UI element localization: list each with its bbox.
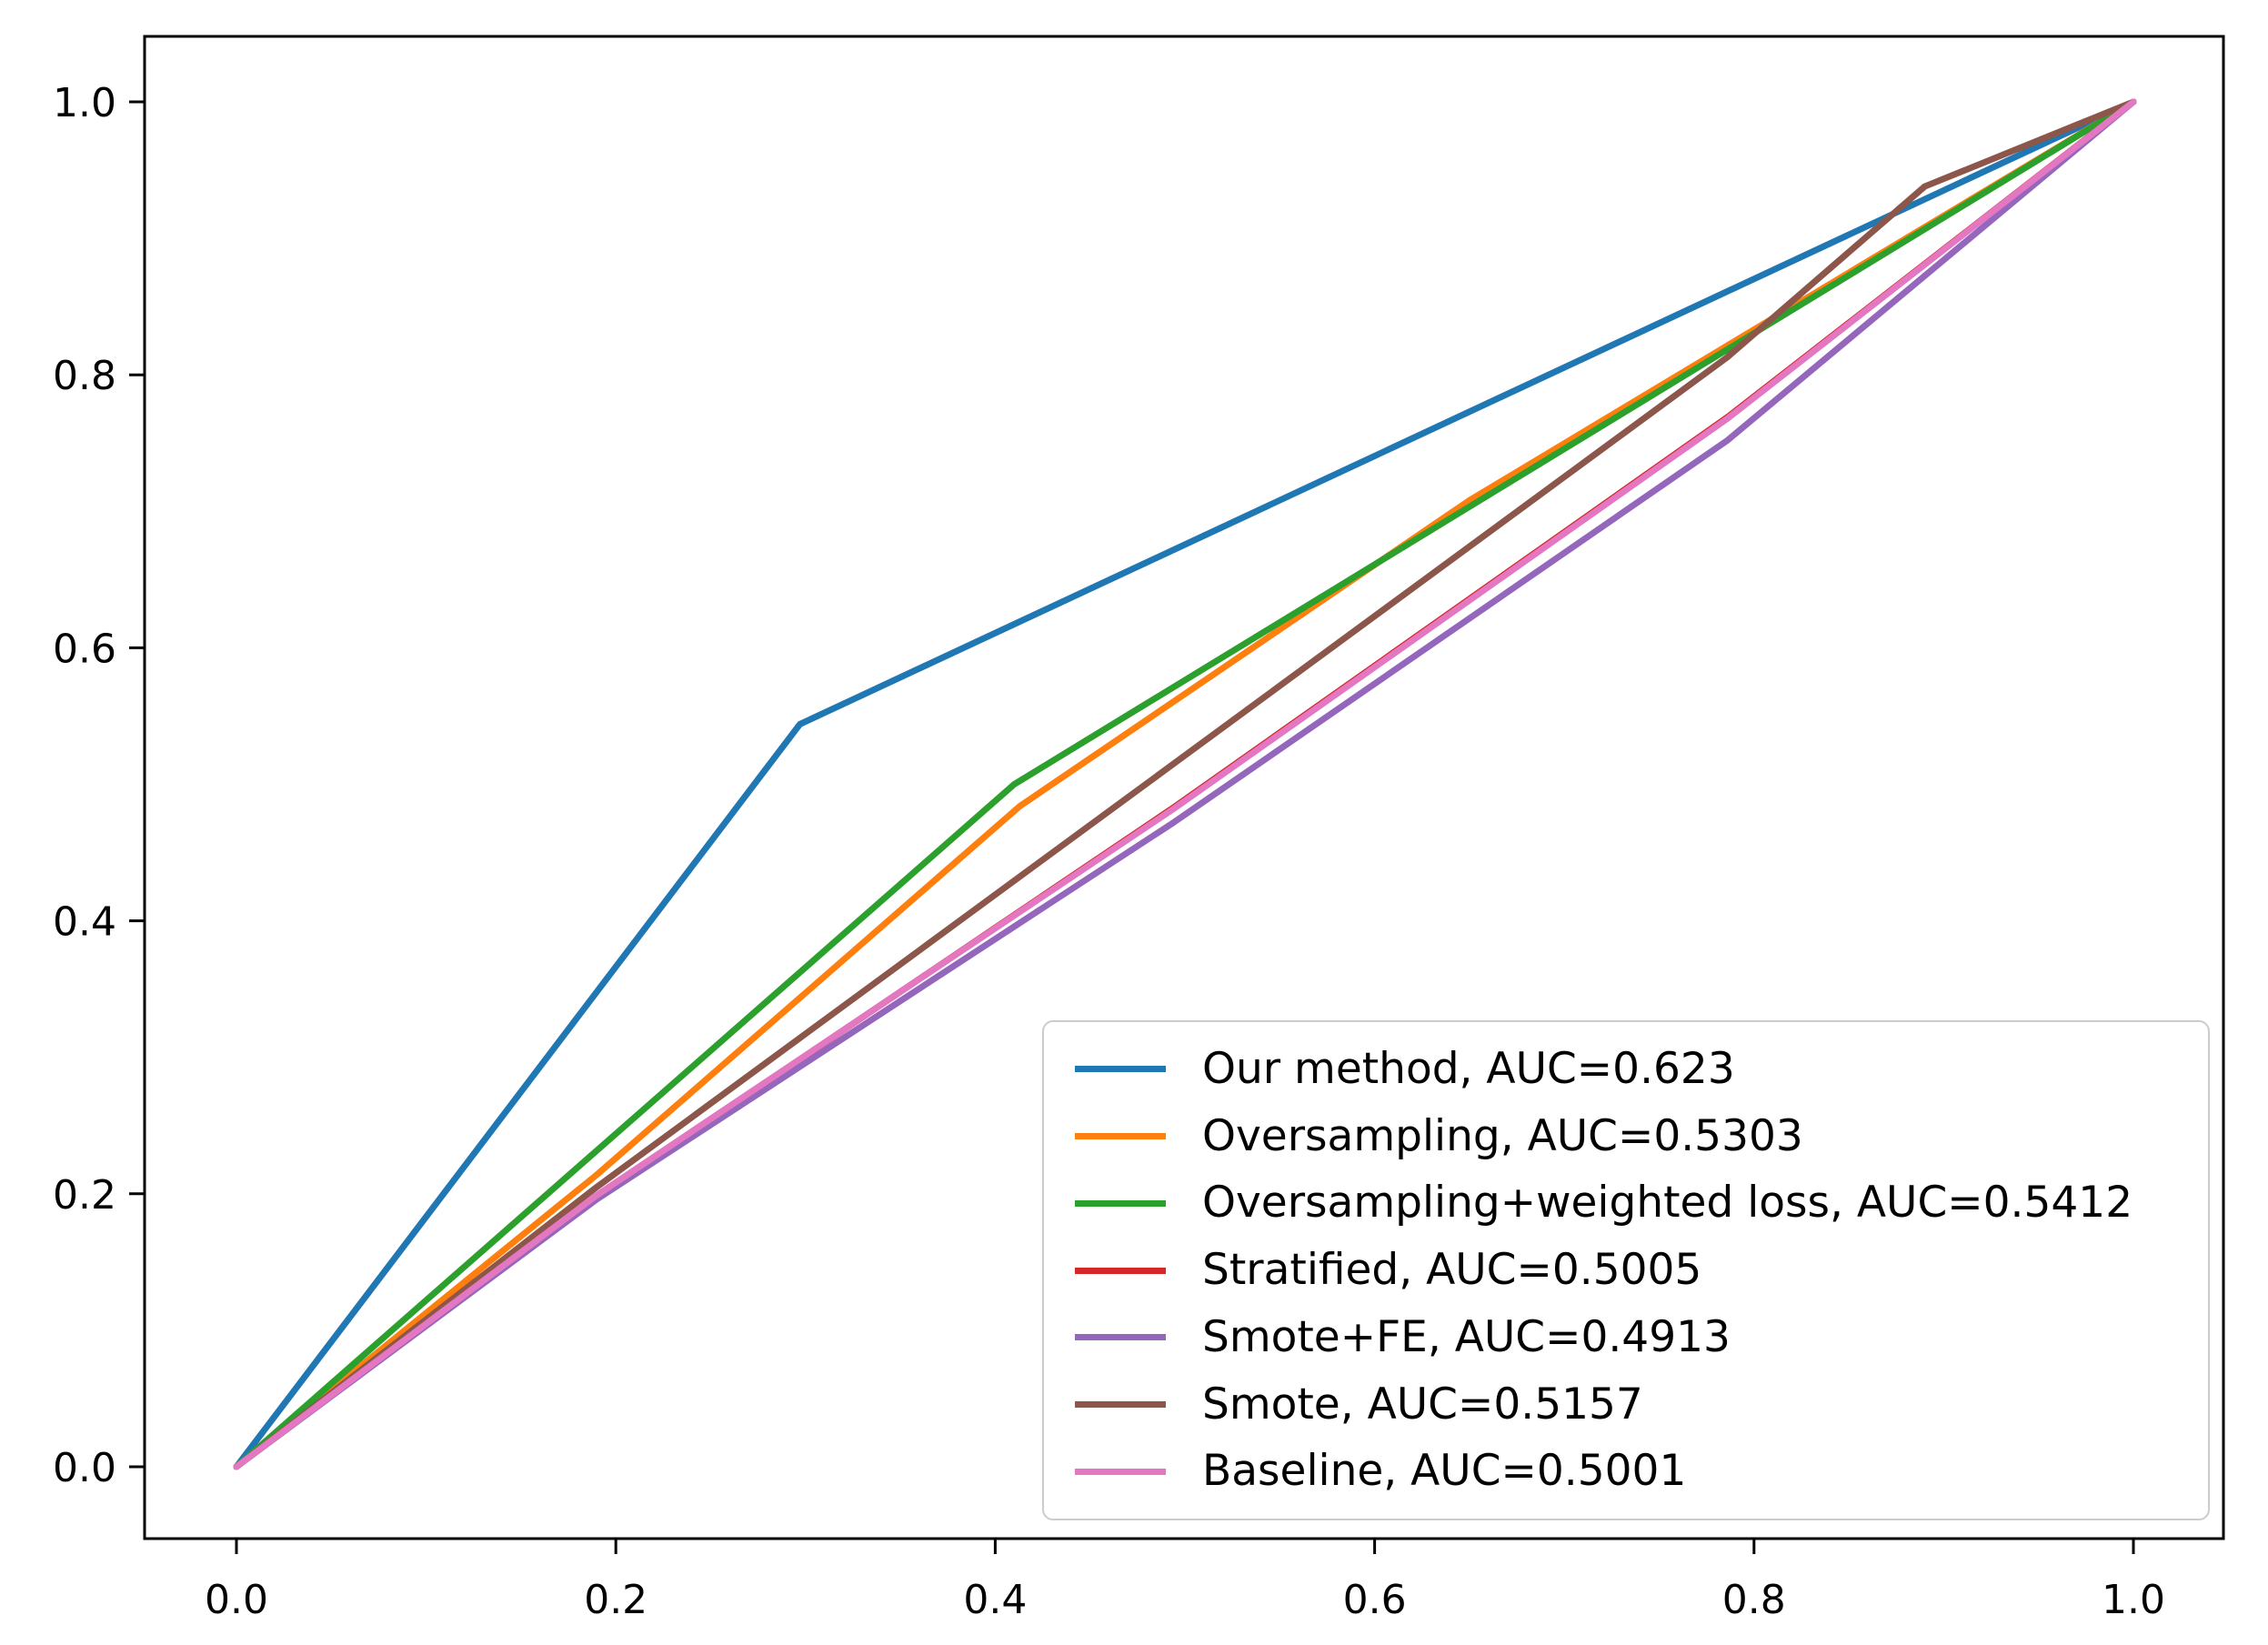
x-tick-label: 0.2	[584, 1577, 647, 1623]
legend-line-swatch	[1075, 1267, 1166, 1274]
legend-line-swatch	[1075, 1133, 1166, 1140]
x-tick-label: 0.8	[1722, 1577, 1786, 1623]
legend-label: Our method, AUC=0.623	[1202, 1044, 1735, 1094]
legend-line-swatch	[1075, 1468, 1166, 1475]
legend-line-swatch	[1075, 1400, 1166, 1408]
y-tick-label: 0.0	[53, 1445, 116, 1491]
x-axis-ticks: 0.0 0.2 0.4 0.6 0.8 1.0	[205, 1539, 2165, 1623]
chart-legend: Our method, AUC=0.623 Oversampling, AUC=0…	[1042, 1020, 2210, 1520]
legend-item-stratified: Stratified, AUC=0.5005	[1075, 1247, 2199, 1294]
x-tick-label: 0.0	[205, 1577, 268, 1623]
legend-label: Oversampling+weighted loss, AUC=0.5412	[1202, 1178, 2133, 1229]
legend-item-baseline: Baseline, AUC=0.5001	[1075, 1448, 2199, 1495]
series-line-baseline	[233, 98, 2137, 1470]
y-tick-label: 0.4	[53, 899, 116, 946]
legend-line-swatch	[1075, 1334, 1166, 1341]
y-tick-label: 1.0	[53, 80, 116, 126]
y-tick-label: 0.8	[53, 353, 116, 399]
axes-spines	[143, 35, 2225, 1540]
legend-label: Baseline, AUC=0.5001	[1202, 1446, 1687, 1497]
legend-item-oversampling: Oversampling, AUC=0.5303	[1075, 1113, 2199, 1160]
y-tick-label: 0.2	[53, 1172, 116, 1219]
legend-line-swatch	[1075, 1066, 1166, 1073]
legend-label: Oversampling, AUC=0.5303	[1202, 1110, 1803, 1161]
legend-label: Smote, AUC=0.5157	[1202, 1379, 1643, 1429]
series-line-smote	[233, 98, 2137, 1470]
x-tick-label: 0.4	[963, 1577, 1027, 1623]
series-lines	[233, 98, 2137, 1470]
series-line-oversampling	[233, 98, 2137, 1470]
y-tick-label: 0.6	[53, 626, 116, 672]
legend-item-smote: Smote, AUC=0.5157	[1075, 1379, 2199, 1429]
legend-line-swatch	[1075, 1199, 1166, 1207]
legend-label: Smote+FE, AUC=0.4913	[1202, 1311, 1731, 1362]
x-tick-label: 0.6	[1343, 1577, 1407, 1623]
legend-item-smote-fe: Smote+FE, AUC=0.4913	[1075, 1314, 2199, 1361]
y-axis-ticks: 0.0 0.2 0.4 0.6 0.8 1.0	[53, 80, 145, 1491]
legend-item-our-method: Our method, AUC=0.623	[1075, 1046, 2199, 1093]
x-tick-label: 1.0	[2102, 1577, 2165, 1623]
legend-label: Stratified, AUC=0.5005	[1202, 1245, 1702, 1296]
legend-item-oversampling-weighted-loss: Oversampling+weighted loss, AUC=0.5412	[1075, 1179, 2199, 1227]
series-line-our-method	[233, 98, 2137, 1470]
